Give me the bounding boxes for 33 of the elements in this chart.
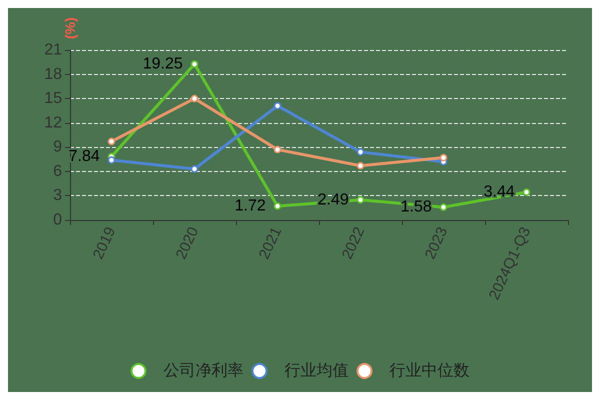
y-tick-label: 9 [53, 138, 62, 156]
point [108, 138, 116, 146]
x-tick-label: 2019 [90, 224, 120, 262]
x-tick-label: 2020 [172, 224, 202, 262]
legend-label: 公司净利率 [164, 362, 244, 380]
data-label: 19.25 [142, 56, 183, 73]
point [522, 188, 530, 196]
point [108, 156, 116, 164]
point [440, 203, 448, 211]
y-tick-label: 3 [53, 187, 62, 204]
data-label: 1.72 [234, 198, 266, 215]
x-tick-label: 2023 [422, 224, 452, 262]
point [274, 146, 282, 154]
point [274, 102, 282, 110]
y-tick-label: 15 [44, 90, 62, 108]
point [356, 162, 364, 170]
point [356, 148, 364, 156]
point [440, 154, 448, 162]
y-axis-title: (%) [62, 17, 78, 40]
x-tick-label: 2022 [338, 224, 368, 262]
x-tick-label: 2021 [256, 224, 286, 262]
point [190, 60, 198, 68]
y-tick-label: 6 [53, 162, 62, 180]
point [190, 94, 198, 102]
point [356, 196, 364, 204]
y-tick-label: 21 [44, 42, 62, 58]
y-tick-label: 18 [44, 66, 62, 83]
point [274, 202, 282, 210]
point [190, 165, 198, 173]
y-tick-label: 0 [53, 212, 62, 228]
legend-label: 行业中位数 [390, 362, 470, 380]
legend-label: 行业均值 [284, 362, 348, 380]
y-tick-label: 12 [44, 114, 62, 132]
